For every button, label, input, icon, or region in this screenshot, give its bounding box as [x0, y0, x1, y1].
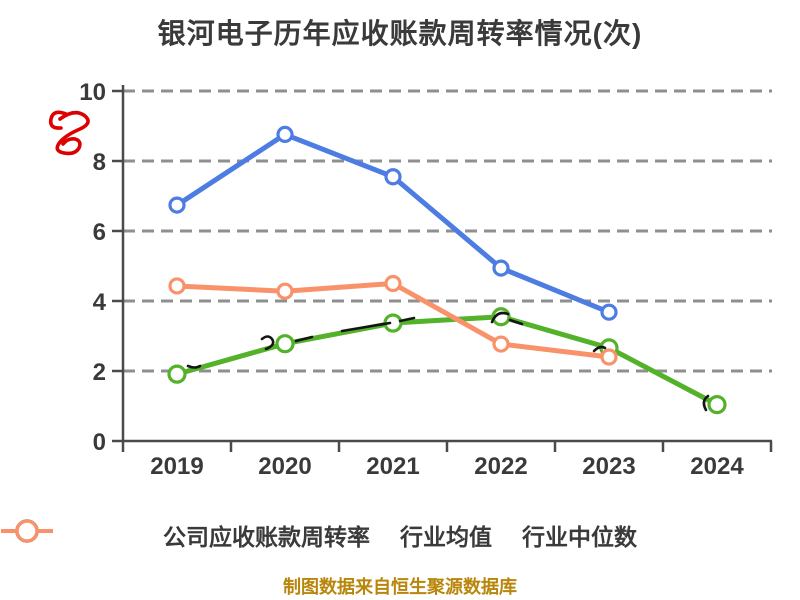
legend-label-company: 公司应收账款周转率	[163, 524, 370, 550]
data-point-marker	[707, 395, 727, 415]
y-tick-label: 4	[93, 289, 107, 316]
legend-marker-industry-median	[1, 519, 53, 543]
legend-label-industry-avg: 行业均值	[400, 524, 492, 550]
dark-scribble-marks	[186, 311, 710, 412]
x-tick-label: 2024	[690, 453, 744, 480]
y-tick-label: 6	[93, 219, 106, 246]
legend-label-industry-median: 行业中位数	[522, 524, 637, 550]
data-point-marker	[384, 168, 402, 186]
y-tick-label: 0	[93, 429, 106, 456]
data-point-marker	[492, 335, 510, 353]
y-tick-label: 10	[79, 79, 106, 106]
data-point-marker	[168, 277, 186, 295]
x-tick-label: 2023	[582, 453, 635, 480]
x-tick-label: 2020	[258, 453, 311, 480]
data-point-marker	[276, 125, 294, 143]
legend-item-company: 公司应收账款周转率	[1, 518, 370, 552]
y-tick-label: 2	[93, 359, 106, 386]
data-point-marker	[384, 274, 402, 293]
data-point-marker	[167, 364, 187, 384]
data-point-marker	[600, 303, 618, 321]
legend-item-industry-avg: 行业均值	[1, 518, 492, 552]
x-tick-label: 2022	[474, 453, 527, 480]
x-tick-label: 2021	[366, 453, 419, 480]
data-point-marker	[276, 282, 294, 300]
legend-item-industry-median: 行业中位数	[1, 518, 637, 552]
x-tick-label: 2019	[150, 453, 203, 480]
data-point-marker	[492, 259, 510, 277]
chart-title: 银河电子历年应收账款周转率情况(次)	[157, 18, 643, 49]
red-scribble-annotation	[48, 110, 90, 156]
data-point-marker	[600, 348, 618, 366]
legend: 公司应收账款周转率 行业均值 行业中位数	[0, 518, 800, 552]
data-source-note: 制图数据来自恒生聚源数据库	[283, 577, 517, 597]
y-tick-label: 8	[93, 149, 106, 176]
data-point-marker	[168, 196, 186, 214]
data-point-marker	[275, 334, 295, 354]
